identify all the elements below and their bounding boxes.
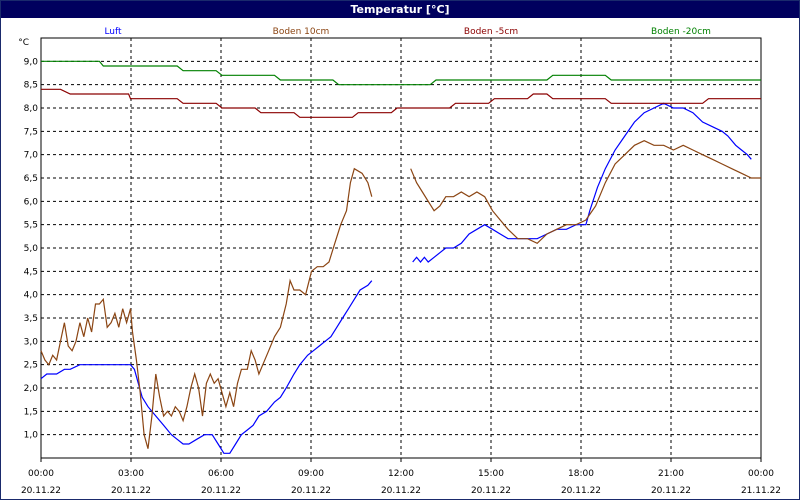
series-line [41, 60, 761, 86]
y-tick-label: 1,0 [24, 431, 39, 441]
x-tick-date: 20.11.22 [381, 486, 421, 496]
x-tick-time: 06:00 [208, 469, 234, 479]
x-tick-date: 20.11.22 [291, 486, 331, 496]
y-tick-label: 1,5 [24, 407, 38, 417]
y-tick-label: 5,5 [24, 221, 38, 231]
y-tick-label: 9,0 [24, 57, 39, 67]
legend-entry: Luft [104, 27, 122, 37]
x-tick-time: 12:00 [388, 469, 414, 479]
x-tick-date: 20.11.22 [111, 486, 151, 496]
y-axis-unit: °C [18, 38, 29, 48]
y-tick-label: 4,5 [24, 267, 38, 277]
legend-entry: Boden -20cm [651, 27, 711, 37]
x-tick-date: 20.11.22 [651, 486, 691, 496]
y-tick-label: 2,5 [24, 361, 38, 371]
series-line [412, 102, 752, 263]
y-tick-label: 7,5 [24, 127, 38, 137]
y-tick-label: 8,5 [24, 81, 38, 91]
y-tick-label: 3,5 [24, 314, 38, 324]
series-line [40, 167, 373, 449]
x-tick-time: 00:00 [748, 469, 774, 479]
series-line [410, 140, 761, 245]
y-tick-label: 2,0 [24, 384, 39, 394]
series-line [40, 280, 373, 454]
x-tick-time: 21:00 [658, 469, 684, 479]
x-tick-date: 21.11.22 [741, 486, 781, 496]
series-line [41, 88, 761, 118]
x-tick-date: 20.11.22 [471, 486, 511, 496]
x-tick-time: 18:00 [568, 469, 594, 479]
x-tick-date: 20.11.22 [21, 486, 61, 496]
x-tick-date: 20.11.22 [561, 486, 601, 496]
x-tick-time: 09:00 [298, 469, 324, 479]
y-tick-label: 5,0 [24, 244, 39, 254]
x-tick-time: 00:00 [28, 469, 54, 479]
x-tick-date: 20.11.22 [201, 486, 241, 496]
y-tick-label: 7,0 [24, 151, 39, 161]
y-tick-label: 6,0 [24, 197, 39, 207]
y-tick-label: 8,0 [24, 104, 39, 114]
legend-entry: Boden 10cm [273, 27, 330, 37]
y-tick-label: 3,0 [24, 337, 39, 347]
y-tick-label: 6,5 [24, 174, 38, 184]
x-tick-time: 15:00 [478, 469, 504, 479]
chart-title: Temperatur [°C] [1, 1, 799, 18]
legend-entry: Boden -5cm [464, 27, 518, 37]
x-tick-time: 03:00 [118, 469, 144, 479]
y-tick-label: 4,0 [24, 291, 39, 301]
